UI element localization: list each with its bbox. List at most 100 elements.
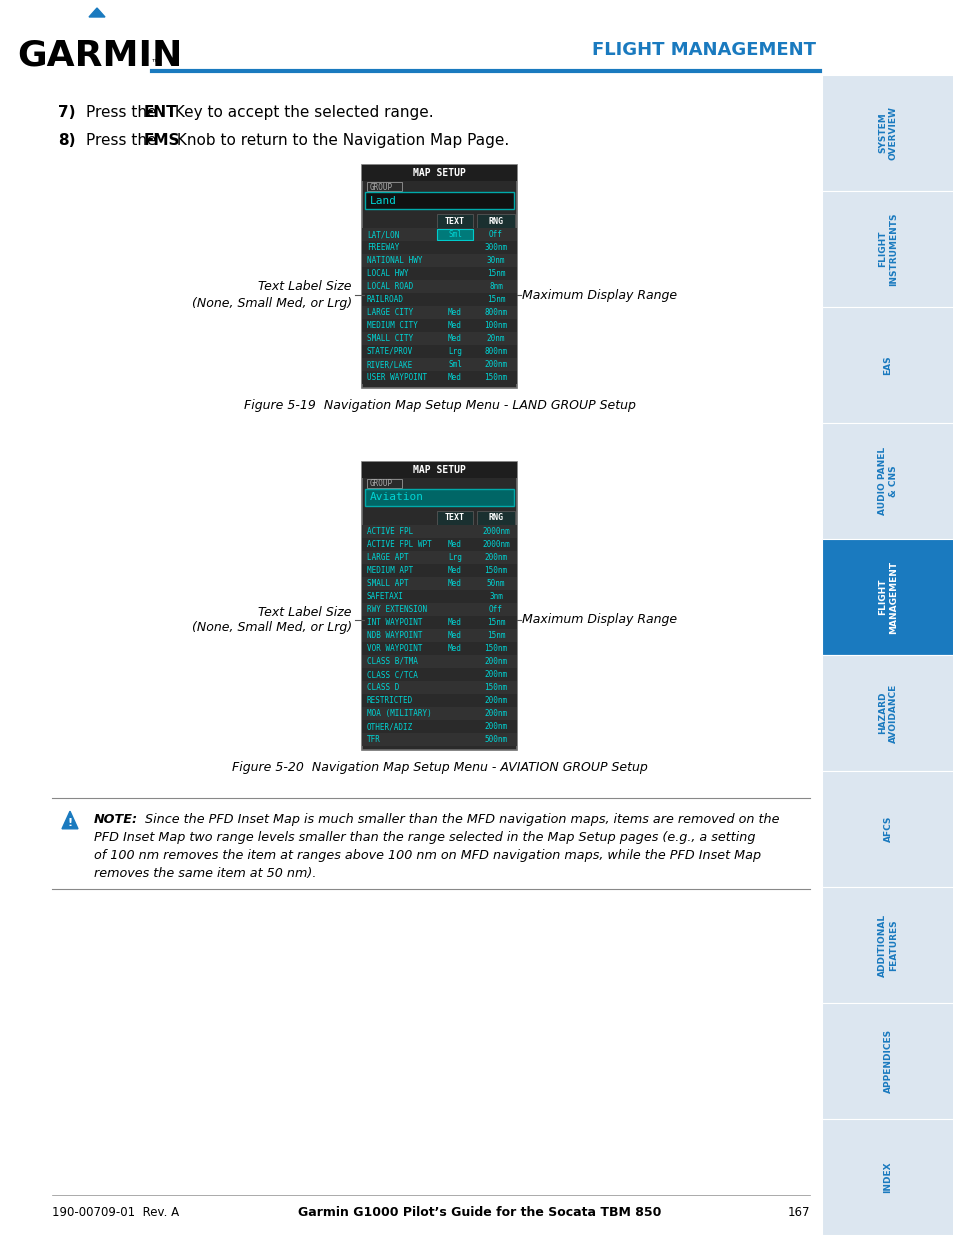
Text: Med: Med <box>448 643 461 653</box>
Text: 15nm: 15nm <box>486 631 505 640</box>
Bar <box>821 308 953 424</box>
Text: Off: Off <box>489 605 502 614</box>
Text: CLASS D: CLASS D <box>367 683 399 692</box>
Bar <box>436 511 473 525</box>
Text: MAP SETUP: MAP SETUP <box>413 466 465 475</box>
Text: 8nm: 8nm <box>489 282 502 291</box>
Text: LOCAL ROAD: LOCAL ROAD <box>367 282 413 291</box>
Text: Maximum Display Range: Maximum Display Range <box>521 289 677 301</box>
Text: FLIGHT
INSTRUMENTS: FLIGHT INSTRUMENTS <box>878 212 897 285</box>
Text: 200nm: 200nm <box>484 657 507 666</box>
Text: Figure 5-19  Navigation Map Setup Menu - LAND GROUP Setup: Figure 5-19 Navigation Map Setup Menu - … <box>243 399 635 412</box>
Bar <box>361 165 517 388</box>
Text: Sml: Sml <box>448 230 461 240</box>
Text: (None, Small Med, or Lrg): (None, Small Med, or Lrg) <box>192 296 352 310</box>
Bar <box>821 75 953 191</box>
Bar <box>361 603 517 616</box>
Text: RIVER/LAKE: RIVER/LAKE <box>367 359 413 369</box>
Bar <box>821 1003 953 1119</box>
Text: NOTE:: NOTE: <box>94 813 138 826</box>
Bar <box>361 668 517 680</box>
Text: Med: Med <box>448 373 461 382</box>
Text: GROUP: GROUP <box>370 479 393 489</box>
Text: LAT/LON: LAT/LON <box>367 230 399 240</box>
Text: TEXT: TEXT <box>444 216 464 226</box>
Text: LOCAL HWY: LOCAL HWY <box>367 269 408 278</box>
Text: HAZARD
AVOIDANCE: HAZARD AVOIDANCE <box>878 683 897 742</box>
Text: TFR: TFR <box>367 735 380 743</box>
Text: VOR WAYPOINT: VOR WAYPOINT <box>367 643 422 653</box>
Text: Aviation: Aviation <box>370 493 423 503</box>
Text: 150nm: 150nm <box>484 643 507 653</box>
Text: RAILROAD: RAILROAD <box>367 295 403 304</box>
Text: CLASS B/TMA: CLASS B/TMA <box>367 657 417 666</box>
Text: ADDITIONAL
FEATURES: ADDITIONAL FEATURES <box>878 914 897 977</box>
Bar <box>361 462 517 478</box>
Text: Med: Med <box>448 631 461 640</box>
Text: removes the same item at 50 nm).: removes the same item at 50 nm). <box>94 867 316 881</box>
Text: 50nm: 50nm <box>486 579 505 588</box>
Bar <box>365 489 514 506</box>
Text: SMALL APT: SMALL APT <box>367 579 408 588</box>
Text: 200nm: 200nm <box>484 722 507 731</box>
Text: 800nm: 800nm <box>484 308 507 317</box>
Text: Lrg: Lrg <box>448 553 461 562</box>
Text: NDB WAYPOINT: NDB WAYPOINT <box>367 631 422 640</box>
Text: 2000nm: 2000nm <box>481 527 509 536</box>
Text: SYSTEM
OVERVIEW: SYSTEM OVERVIEW <box>878 106 897 161</box>
Bar <box>361 616 517 629</box>
Text: AFCS: AFCS <box>882 816 892 842</box>
Bar <box>361 706 517 720</box>
Text: SAFETAXI: SAFETAXI <box>367 592 403 601</box>
Bar <box>361 642 517 655</box>
Text: Med: Med <box>448 540 461 550</box>
Text: RWY EXTENSION: RWY EXTENSION <box>367 605 427 614</box>
Text: ENT: ENT <box>144 105 177 120</box>
Text: 200nm: 200nm <box>484 709 507 718</box>
Bar <box>821 538 953 655</box>
Text: GROUP: GROUP <box>370 183 393 191</box>
Text: Lrg: Lrg <box>448 347 461 356</box>
Text: MOA (MILITARY): MOA (MILITARY) <box>367 709 432 718</box>
Text: OTHER/ADIZ: OTHER/ADIZ <box>367 722 413 731</box>
Text: FMS: FMS <box>144 133 180 148</box>
Bar <box>361 319 517 332</box>
Bar <box>361 655 517 668</box>
Bar <box>361 590 517 603</box>
Text: Since the PFD Inset Map is much smaller than the MFD navigation maps, items are : Since the PFD Inset Map is much smaller … <box>137 813 779 826</box>
Text: of 100 nm removes the item at ranges above 100 nm on MFD navigation maps, while : of 100 nm removes the item at ranges abo… <box>94 848 760 862</box>
Bar <box>361 734 517 746</box>
Text: Press the: Press the <box>86 133 161 148</box>
Text: 200nm: 200nm <box>484 553 507 562</box>
Text: 15nm: 15nm <box>486 618 505 627</box>
Text: APPENDICES: APPENDICES <box>882 1029 892 1093</box>
Bar <box>367 479 401 488</box>
Bar <box>821 771 953 887</box>
Bar <box>476 214 515 228</box>
Bar <box>361 280 517 293</box>
Text: 30nm: 30nm <box>486 256 505 266</box>
Bar <box>361 551 517 564</box>
Bar <box>361 538 517 551</box>
Bar <box>361 358 517 370</box>
Bar <box>361 525 517 538</box>
Text: Med: Med <box>448 333 461 343</box>
Text: Sml: Sml <box>448 359 461 369</box>
Bar <box>361 629 517 642</box>
Text: AUDIO PANEL
& CNS: AUDIO PANEL & CNS <box>878 447 897 515</box>
Text: 167: 167 <box>786 1207 809 1219</box>
Bar <box>361 241 517 254</box>
Text: 200nm: 200nm <box>484 697 507 705</box>
Text: Med: Med <box>448 321 461 330</box>
Bar <box>361 680 517 694</box>
Text: Med: Med <box>448 579 461 588</box>
Text: (None, Small Med, or Lrg): (None, Small Med, or Lrg) <box>192 621 352 635</box>
Bar <box>361 267 517 280</box>
Text: GARMIN: GARMIN <box>17 38 182 72</box>
Text: 20nm: 20nm <box>486 333 505 343</box>
Text: Med: Med <box>448 308 461 317</box>
Text: INDEX: INDEX <box>882 1161 892 1193</box>
Text: Knob to return to the Navigation Map Page.: Knob to return to the Navigation Map Pag… <box>172 133 509 148</box>
Text: MAP SETUP: MAP SETUP <box>413 168 465 178</box>
Text: 190-00709-01  Rev. A: 190-00709-01 Rev. A <box>52 1207 179 1219</box>
